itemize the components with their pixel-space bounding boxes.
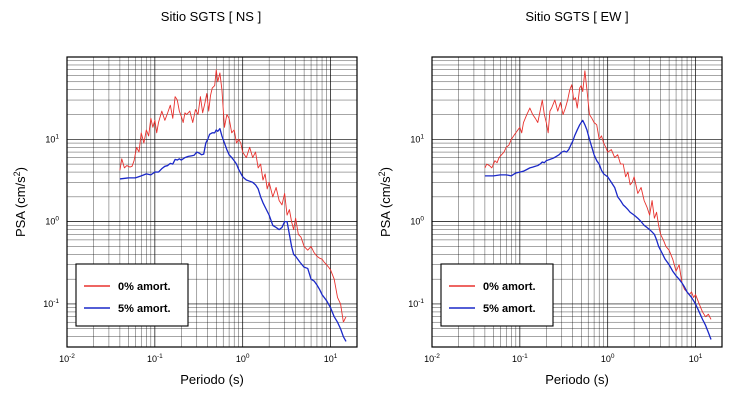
legend-label: 0% amort. (483, 281, 536, 293)
legend-box (75, 263, 189, 327)
grid (66, 57, 358, 348)
chart-panel-2: 10-2 10-1 100 101 10-1 100 101 Sitio SGTS [ EW … (377, 9, 723, 387)
legend-label: 5% amort. (483, 303, 536, 315)
series-line-1 (484, 70, 712, 320)
y-axis-label: PSA (cm/s2) (377, 167, 393, 237)
chart-panel-1: 10-2 10-1 100 101 10-1 100 101 Sitio SGTS [ NS … (12, 9, 358, 387)
y-tick-label: 100 (45, 216, 59, 227)
x-tick-label: 10-1 (512, 353, 528, 364)
x-tick-label: 100 (601, 353, 615, 364)
x-axis-label: Periodo (s) (180, 372, 244, 387)
legend-label: 0% amort. (118, 281, 171, 293)
x-tick-label: 10-2 (424, 353, 440, 364)
legend: 0% amort. 5% amort. (440, 263, 554, 327)
plot-frame (431, 56, 723, 348)
plot-frame (66, 56, 358, 348)
x-tick-label: 10-1 (147, 353, 163, 364)
series-line-2 (119, 127, 347, 342)
y-tick-label: 10-1 (43, 298, 59, 309)
chart-title: Sitio SGTS [ NS ] (161, 9, 261, 24)
legend-box (440, 263, 554, 327)
y-axis-label: PSA (cm/s2) (12, 167, 28, 237)
y-tick-label: 101 (410, 133, 424, 144)
legend: 0% amort. 5% amort. (75, 263, 189, 327)
x-tick-label: 10-2 (59, 353, 75, 364)
y-tick-label: 101 (45, 133, 59, 144)
x-tick-label: 100 (236, 353, 250, 364)
x-axis-label: Periodo (s) (545, 372, 609, 387)
series-line-2 (484, 119, 712, 340)
y-tick-label: 10-1 (408, 298, 424, 309)
x-tick-label: 101 (689, 353, 703, 364)
series-line-1 (119, 69, 347, 323)
chart-title: Sitio SGTS [ EW ] (525, 9, 628, 24)
grid (431, 57, 723, 348)
x-tick-label: 101 (324, 353, 338, 364)
legend-label: 5% amort. (118, 303, 171, 315)
y-tick-label: 100 (410, 216, 424, 227)
